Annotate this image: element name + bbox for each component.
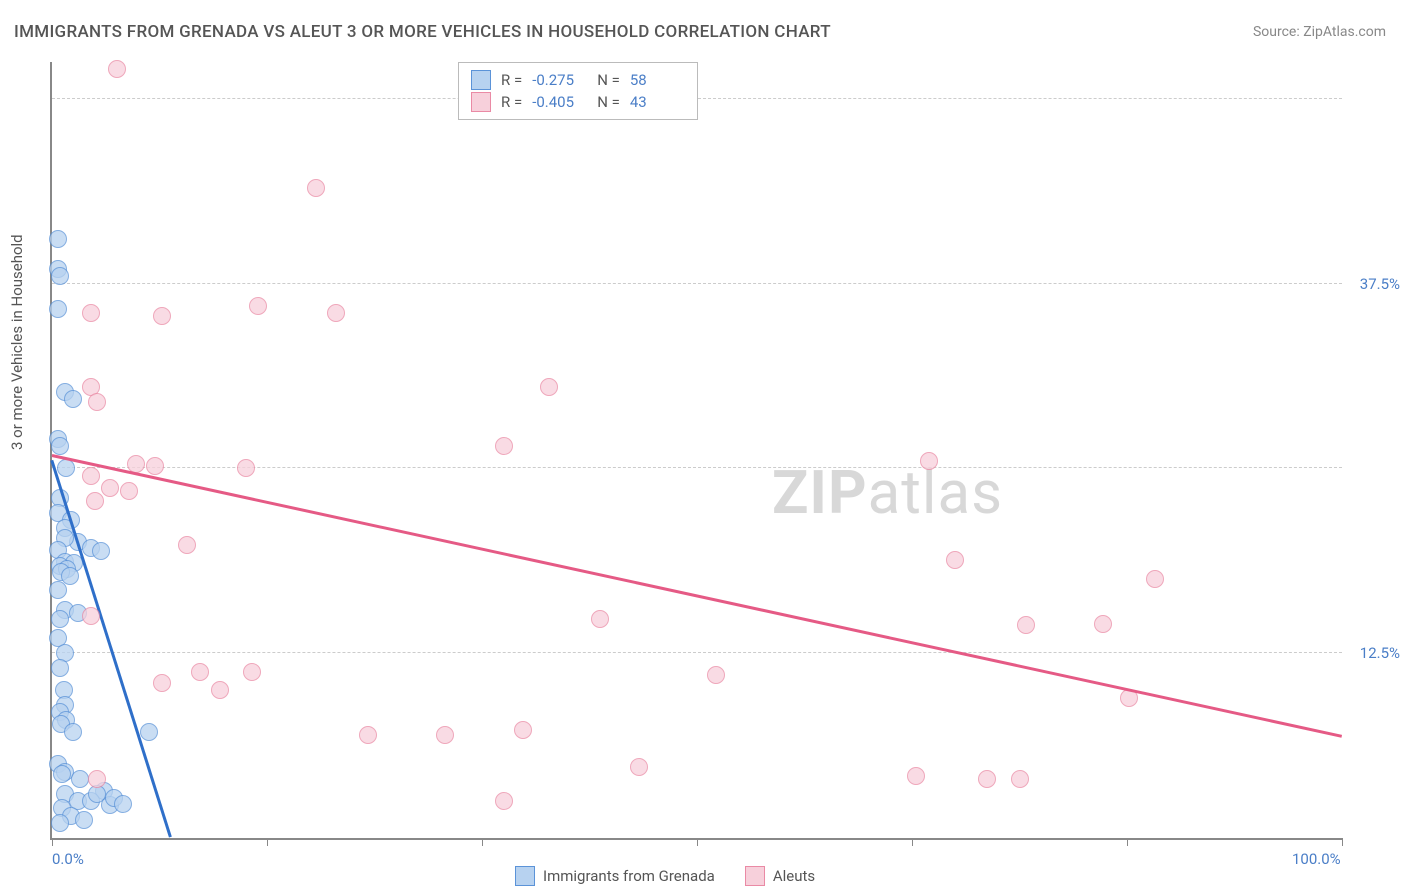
r-label: R =: [501, 91, 522, 113]
scatter-point-series-0: [75, 811, 93, 829]
trend-line-series-1: [52, 454, 1343, 737]
source-attribution: Source: ZipAtlas.com: [1253, 24, 1386, 40]
scatter-point-series-0: [114, 795, 132, 813]
legend-swatch-icon: [745, 866, 765, 886]
scatter-point-series-1: [495, 437, 513, 455]
x-tick: [482, 838, 483, 846]
x-tick-label: 0.0%: [52, 850, 84, 868]
x-tick: [697, 838, 698, 846]
scatter-point-series-0: [51, 814, 69, 832]
scatter-point-series-0: [64, 390, 82, 408]
scatter-point-series-1: [191, 663, 209, 681]
x-tick-label: 100.0%: [1292, 850, 1341, 868]
scatter-point-series-1: [120, 482, 138, 500]
scatter-point-series-1: [86, 492, 104, 510]
scatter-point-series-1: [436, 726, 454, 744]
scatter-point-series-1: [514, 721, 532, 739]
scatter-point-series-0: [53, 765, 71, 783]
stats-row-series-1: R = -0.405 N = 43: [471, 91, 685, 113]
legend-item-0: Immigrants from Grenada: [515, 866, 715, 886]
scatter-point-series-1: [307, 179, 325, 197]
x-tick: [1127, 838, 1128, 846]
r-value: -0.275: [532, 69, 587, 91]
scatter-point-series-1: [630, 758, 648, 776]
scatter-point-series-0: [92, 542, 110, 560]
scatter-point-series-0: [49, 581, 67, 599]
scatter-point-series-0: [49, 300, 67, 318]
legend-swatch-series-0: [471, 70, 491, 90]
chart-area: ZIPatlas 12.5%37.5%0.0%100.0%: [50, 62, 1340, 838]
scatter-point-series-1: [1094, 615, 1112, 633]
scatter-point-series-1: [978, 770, 996, 788]
stats-row-series-0: R = -0.275 N = 58: [471, 69, 685, 91]
legend-item-1: Aleuts: [745, 866, 815, 886]
scatter-point-series-0: [51, 437, 69, 455]
scatter-point-series-1: [1017, 616, 1035, 634]
scatter-point-series-1: [82, 304, 100, 322]
scatter-point-series-1: [920, 452, 938, 470]
n-label: N =: [597, 91, 620, 113]
scatter-point-series-1: [153, 674, 171, 692]
scatter-point-series-0: [51, 610, 69, 628]
scatter-point-series-1: [540, 378, 558, 396]
scatter-point-series-1: [243, 663, 261, 681]
r-label: R =: [501, 69, 522, 91]
scatter-point-series-0: [49, 230, 67, 248]
y-tick-label: 37.5%: [1360, 275, 1400, 293]
scatter-point-series-1: [1011, 770, 1029, 788]
bottom-legend: Immigrants from Grenada Aleuts: [515, 866, 815, 886]
legend-swatch-icon: [515, 866, 535, 886]
scatter-point-series-1: [591, 610, 609, 628]
x-tick: [267, 838, 268, 846]
scatter-point-series-0: [51, 659, 69, 677]
scatter-point-series-1: [153, 307, 171, 325]
gridline: [52, 652, 1342, 653]
scatter-point-series-1: [82, 467, 100, 485]
stats-legend: R = -0.275 N = 58 R = -0.405 N = 43: [458, 62, 698, 120]
scatter-point-series-1: [237, 459, 255, 477]
x-tick: [912, 838, 913, 846]
n-label: N =: [597, 69, 620, 91]
scatter-point-series-1: [101, 479, 119, 497]
scatter-point-series-0: [57, 459, 75, 477]
y-tick-label: 12.5%: [1360, 644, 1400, 662]
n-value: 43: [630, 91, 685, 113]
r-value: -0.405: [532, 91, 587, 113]
scatter-point-series-1: [1146, 570, 1164, 588]
legend-label: Immigrants from Grenada: [543, 867, 715, 885]
scatter-point-series-0: [64, 723, 82, 741]
scatter-point-series-1: [495, 792, 513, 810]
scatter-point-series-1: [707, 666, 725, 684]
scatter-point-series-1: [88, 770, 106, 788]
n-value: 58: [630, 69, 685, 91]
scatter-point-series-1: [108, 60, 126, 78]
chart-title: IMMIGRANTS FROM GRENADA VS ALEUT 3 OR MO…: [14, 22, 831, 42]
plot-region: ZIPatlas 12.5%37.5%0.0%100.0%: [50, 62, 1342, 840]
x-tick: [52, 838, 53, 846]
scatter-point-series-1: [211, 681, 229, 699]
scatter-point-series-1: [178, 536, 196, 554]
scatter-point-series-1: [907, 767, 925, 785]
scatter-point-series-0: [51, 267, 69, 285]
scatter-point-series-1: [249, 297, 267, 315]
scatter-point-series-1: [82, 607, 100, 625]
scatter-point-series-1: [146, 457, 164, 475]
scatter-point-series-0: [140, 723, 158, 741]
scatter-point-series-1: [327, 304, 345, 322]
scatter-point-series-0: [71, 770, 89, 788]
legend-label: Aleuts: [773, 867, 815, 885]
scatter-point-series-1: [946, 551, 964, 569]
gridline: [52, 283, 1342, 284]
y-axis-label: 3 or more Vehicles in Household: [8, 234, 26, 450]
scatter-point-series-1: [359, 726, 377, 744]
legend-swatch-series-1: [471, 92, 491, 112]
scatter-point-series-1: [88, 393, 106, 411]
x-tick: [1342, 838, 1343, 846]
